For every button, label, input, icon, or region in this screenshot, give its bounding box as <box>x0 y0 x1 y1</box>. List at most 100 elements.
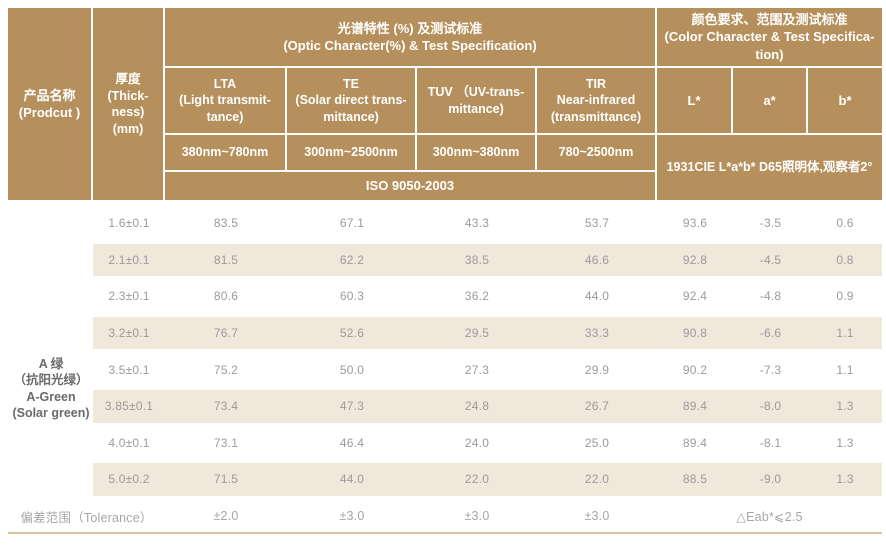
tolerance-tir: ±3.0 <box>584 509 610 523</box>
cell-b: 1.1 <box>836 362 854 377</box>
cell-tuv: 38.5 <box>417 243 537 277</box>
cell-tir: 46.6 <box>537 243 657 277</box>
header-optic-group: 光谱特性 (%) 及测试标准 (Optic Character(%) & Tes… <box>165 8 655 66</box>
cell-b: 0.8 <box>808 243 882 277</box>
cell-l: 92.4 <box>682 289 708 304</box>
tolerance-label: 偏差范围（Tolerance） <box>20 510 153 525</box>
cell-tir: 33.3 <box>537 316 657 350</box>
cell-tuv: 43.3 <box>464 216 490 231</box>
cell-b: 1.3 <box>808 389 882 423</box>
tolerance-tuv: ±3.0 <box>464 509 490 523</box>
cell-a: -9.0 <box>733 463 808 496</box>
header-cie-standard: 1931CIE L*a*b* D65照明体,观察者2° <box>657 135 882 200</box>
cell-product <box>8 243 93 277</box>
cell-lta: 76.7 <box>165 316 287 350</box>
cell-te: 52.6 <box>287 316 417 350</box>
cell-thickness: 5.0±0.2 <box>93 463 165 496</box>
cell-a: -8.0 <box>733 389 808 423</box>
cell-lta: 83.5 <box>213 216 239 231</box>
bottom-divider <box>8 532 882 534</box>
header-tuv-range: 300nm~380nm <box>417 135 535 170</box>
header-tuv: TUV （UV-trans- mittance) <box>417 68 535 133</box>
cell-te: 46.4 <box>339 435 365 450</box>
header-color-group: 颜色要求、范围及测试标准 (Color Character & Test Spe… <box>657 8 882 66</box>
cell-a: -4.5 <box>733 243 808 277</box>
header-lta: LTA (Light transmit- tance) <box>165 68 285 133</box>
cell-te: 67.1 <box>339 216 365 231</box>
cell-l: 90.2 <box>682 362 708 377</box>
cell-tuv: 24.0 <box>464 435 490 450</box>
cell-tuv: 24.8 <box>417 389 537 423</box>
header-thickness: 厚度 (Thick- ness) (mm) <box>93 8 163 200</box>
header-a-star: a* <box>733 68 806 133</box>
cell-product <box>8 316 93 350</box>
cell-tir: 44.0 <box>584 289 610 304</box>
header-lta-range: 380nm~780nm <box>165 135 285 170</box>
header-iso-standard: ISO 9050-2003 <box>165 172 655 200</box>
tolerance-lab: △Eab*⩽2.5 <box>736 509 803 524</box>
cell-thickness: 2.1±0.1 <box>93 243 165 277</box>
header-l-star: L* <box>657 68 731 133</box>
header-b-star: b* <box>808 68 882 133</box>
cell-tir: 26.7 <box>537 389 657 423</box>
cell-lta: 75.2 <box>213 362 239 377</box>
cell-thickness: 3.85±0.1 <box>93 389 165 423</box>
cell-product <box>8 389 93 423</box>
table-body: 1.6±0.1 83.5 67.1 43.3 53.7 93.6 -3.5 0.… <box>8 205 882 498</box>
cell-l: 89.4 <box>657 389 733 423</box>
cell-thickness: 2.3±0.1 <box>108 289 150 304</box>
table-header: 产品名称 (Prodcut ) 厚度 (Thick- ness) (mm) 光谱… <box>8 8 882 200</box>
cell-tuv: 29.5 <box>417 316 537 350</box>
cell-b: 0.9 <box>836 289 854 304</box>
cell-l: 93.6 <box>682 216 708 231</box>
cell-thickness: 4.0±0.1 <box>108 435 150 450</box>
tolerance-row: 偏差范围（Tolerance） ±2.0 ±3.0 ±3.0 ±3.0 △Eab… <box>8 500 882 532</box>
cell-b: 1.3 <box>836 435 854 450</box>
cell-product <box>8 207 93 240</box>
cell-lta: 73.4 <box>165 389 287 423</box>
cell-te: 62.2 <box>287 243 417 277</box>
cell-l: 89.4 <box>682 435 708 450</box>
table-row: 3.2±0.1 76.7 52.6 29.5 33.3 90.8 -6.6 1.… <box>8 315 882 352</box>
tolerance-te: ±3.0 <box>339 509 365 523</box>
cell-l: 88.5 <box>657 463 733 496</box>
header-tir-range: 780~2500nm <box>537 135 655 170</box>
tolerance-lta: ±2.0 <box>213 509 239 523</box>
cell-thickness: 1.6±0.1 <box>108 216 150 231</box>
cell-l: 90.8 <box>657 316 733 350</box>
cell-lta: 81.5 <box>165 243 287 277</box>
cell-tir: 25.0 <box>584 435 610 450</box>
header-tir: TIR Near-infrared (transmittance) <box>537 68 655 133</box>
cell-lta: 73.1 <box>213 435 239 450</box>
cell-a: -8.1 <box>759 435 782 450</box>
cell-lta: 80.6 <box>213 289 239 304</box>
cell-b: 1.3 <box>808 463 882 496</box>
cell-tir: 29.9 <box>584 362 610 377</box>
table-row: 2.1±0.1 81.5 62.2 38.5 46.6 92.8 -4.5 0.… <box>8 242 882 279</box>
header-te-range: 300nm~2500nm <box>287 135 415 170</box>
table-row: 5.0±0.2 71.5 44.0 22.0 22.0 88.5 -9.0 1.… <box>8 461 882 498</box>
cell-tuv: 22.0 <box>417 463 537 496</box>
table-row: 3.85±0.1 73.4 47.3 24.8 26.7 89.4 -8.0 1… <box>8 388 882 425</box>
table-row: 2.3±0.1 80.6 60.3 36.2 44.0 92.4 -4.8 0.… <box>8 278 882 315</box>
cell-te: 50.0 <box>339 362 365 377</box>
cell-lta: 71.5 <box>165 463 287 496</box>
cell-a: -6.6 <box>733 316 808 350</box>
header-te: TE (Solar direct trans- mittance) <box>287 68 415 133</box>
cell-a: -4.8 <box>759 289 782 304</box>
cell-product <box>8 427 93 460</box>
header-product-name: 产品名称 (Prodcut ) <box>8 8 91 200</box>
cell-b: 0.6 <box>836 216 854 231</box>
cell-a: -7.3 <box>759 362 782 377</box>
cell-te: 47.3 <box>287 389 417 423</box>
table-row: 3.5±0.1 75.2 50.0 27.3 29.9 90.2 -7.3 1.… <box>8 351 882 388</box>
cell-a: -3.5 <box>759 216 782 231</box>
cell-tuv: 36.2 <box>464 289 490 304</box>
product-name: A 绿 （抗阳光绿） A-Green (Solar green) <box>12 357 90 420</box>
cell-tuv: 27.3 <box>464 362 490 377</box>
cell-te: 44.0 <box>287 463 417 496</box>
cell-tir: 22.0 <box>537 463 657 496</box>
cell-b: 1.1 <box>808 316 882 350</box>
cell-thickness: 3.5±0.1 <box>108 362 150 377</box>
